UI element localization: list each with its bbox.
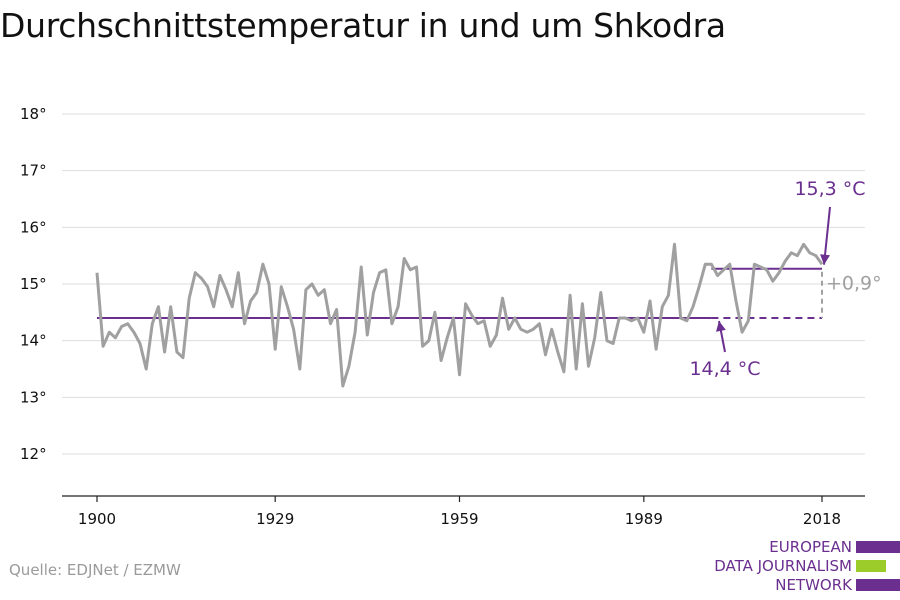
y-tick-label: 15°	[20, 275, 47, 293]
y-tick-label: 16°	[20, 218, 47, 236]
recent-average-label: 15,3 °C	[794, 178, 865, 200]
logo-bars	[856, 541, 900, 598]
y-tick-label: 12°	[20, 445, 47, 463]
x-axis	[62, 495, 865, 502]
line-chart: 12° 13° 14° 15° 16° 17° 18° 1900 1929 1959 1989 20…	[20, 105, 882, 528]
annotations: +0,9° 15,3 °C 14,4 °C	[689, 178, 881, 380]
y-tick-label: 13°	[20, 388, 47, 406]
y-axis-tick-labels: 12° 13° 14° 15° 16° 17° 18°	[20, 105, 47, 463]
y-tick-label: 14°	[20, 332, 47, 350]
logo-text: EUROPEAN DATA JOURNALISM NETWORK	[714, 538, 852, 595]
logo-line-3: NETWORK	[775, 576, 852, 594]
x-tick-label: 1900	[78, 510, 116, 528]
y-tick-label: 17°	[20, 162, 47, 180]
x-tick-label: 1989	[625, 510, 663, 528]
x-tick-label: 1929	[256, 510, 294, 528]
x-tick-label: 2018	[803, 510, 841, 528]
reference-lines	[97, 267, 823, 319]
chart-title: Durchschnittstemperatur in und um Shkodr…	[0, 6, 726, 45]
logo-line-1: EUROPEAN	[769, 538, 852, 556]
baseline-average-arrow-head	[715, 321, 726, 332]
x-tick-label: 1959	[440, 510, 478, 528]
logo-bar	[856, 579, 900, 591]
series-layer	[95, 242, 824, 388]
baseline-average-label: 14,4 °C	[689, 358, 760, 380]
logo-bar	[856, 541, 900, 553]
x-axis-tick-labels: 1900 1929 1959 1989 2018	[78, 510, 841, 528]
logo-bar	[856, 560, 886, 572]
source-note: Quelle: EDJNet / EZMW	[9, 561, 181, 579]
logo-line-2: DATA JOURNALISM	[714, 557, 852, 575]
delta-label: +0,9°	[826, 272, 882, 294]
edjnet-logo: EUROPEAN DATA JOURNALISM NETWORK	[700, 538, 900, 600]
grid-lines	[62, 113, 865, 455]
temperature-series-line	[95, 242, 824, 388]
recent-average-arrow-head	[820, 254, 831, 265]
y-tick-label: 18°	[20, 105, 47, 123]
